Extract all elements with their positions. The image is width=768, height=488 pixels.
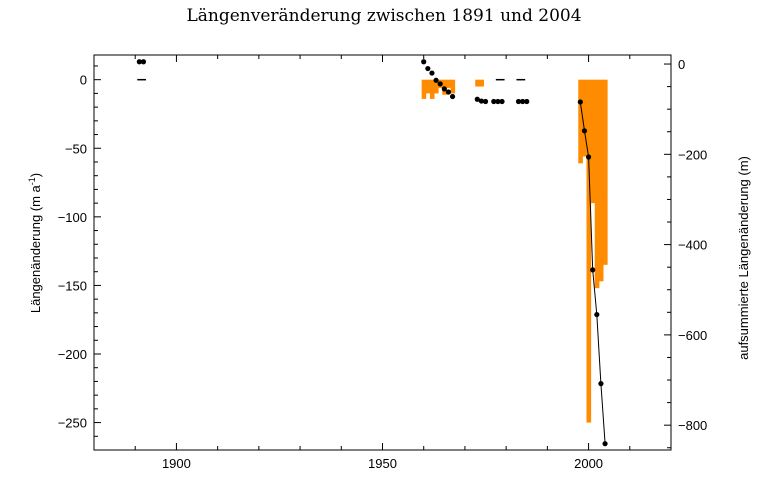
line-layer xyxy=(136,59,608,447)
chart-title: Längenveränderung zwischen 1891 und 2004 xyxy=(186,6,581,26)
cumulative-point-1979 xyxy=(499,98,505,105)
cumulative-point-1967 xyxy=(449,93,456,100)
cumulative-point-2002 xyxy=(594,311,600,318)
y-right-tick-label-0: 0 xyxy=(678,57,685,72)
y-right-tick-label--800: −800 xyxy=(678,418,707,433)
cumulative-point-1978 xyxy=(495,98,501,105)
cumulative-point-1975 xyxy=(482,98,489,105)
bar-1891 xyxy=(137,78,142,81)
y-right-tick-label--400: −400 xyxy=(678,238,707,253)
x-tick-label-1950: 1950 xyxy=(368,456,397,471)
bar-2000 xyxy=(586,79,592,423)
cumulative-point-1998 xyxy=(577,99,583,105)
x-tick-label-2000: 2000 xyxy=(574,456,603,471)
cumulative-point-2001 xyxy=(590,267,596,273)
cumulative-point-1891 xyxy=(136,59,142,65)
cumulative-point-1961 xyxy=(425,65,431,72)
y-right-tick-label--200: −200 xyxy=(678,147,707,162)
y-left-tick-label--50: −50 xyxy=(65,141,87,156)
bar-2003 xyxy=(598,79,604,282)
ticks-layer: 1900 1950 2000 0 −50 −100 −150 −200 −250 0 −200 −40… xyxy=(58,55,707,471)
y-axis-left-label-close: ) xyxy=(28,173,43,177)
x-tick-label-1900: 1900 xyxy=(162,456,191,471)
bar-1998 xyxy=(578,79,583,164)
bar-1962 xyxy=(429,79,435,99)
y-axis-left-label-sup: -1 xyxy=(27,177,37,185)
bar-1978 xyxy=(495,78,501,81)
cumulative-point-1984 xyxy=(520,98,526,105)
y-axis-left-label-main: Längenänderung (m a xyxy=(28,184,43,313)
bar-1963 xyxy=(434,79,439,94)
cumulative-point-1977 xyxy=(491,98,497,105)
bar-1892 xyxy=(141,78,147,81)
bar-2001 xyxy=(590,79,596,204)
cumulative-point-1999 xyxy=(581,128,588,134)
bars-layer xyxy=(137,78,608,423)
bar-2004 xyxy=(602,79,608,265)
y-axis-left-label: Längenänderung (m a-1) xyxy=(27,173,43,313)
bar-1973 xyxy=(475,79,480,87)
cumulative-point-1960 xyxy=(421,59,427,65)
cumulative-point-2000 xyxy=(585,154,592,160)
cumulative-point-2003 xyxy=(598,381,604,387)
bar-1984 xyxy=(520,78,526,81)
bar-1983 xyxy=(516,78,522,81)
y-left-tick-label-0: 0 xyxy=(80,73,87,88)
bar-1974 xyxy=(479,79,484,87)
bar-1979 xyxy=(499,78,505,81)
bar-1961 xyxy=(425,79,431,94)
cumulative-point-1966 xyxy=(445,89,452,95)
cumulative-point-1973 xyxy=(474,96,480,102)
cumulative-point-1963 xyxy=(433,77,439,83)
y-axis-right-label: aufsummierte Längenänderung (m) xyxy=(736,156,751,360)
cumulative-point-1892 xyxy=(140,59,147,65)
cumulative-point-1985 xyxy=(524,98,530,105)
cumulative-point-1974 xyxy=(478,98,485,104)
cumulative-point-2004 xyxy=(602,441,608,447)
bar-1966 xyxy=(446,79,452,88)
y-right-tick-label--600: −600 xyxy=(678,328,707,343)
cumulative-point-1965 xyxy=(441,86,447,92)
y-left-tick-label--250: −250 xyxy=(58,416,87,431)
y-left-tick-label--100: −100 xyxy=(58,210,87,225)
y-left-tick-label--200: −200 xyxy=(58,347,87,362)
cumulative-point-1962 xyxy=(429,70,435,76)
bar-1967 xyxy=(450,79,456,94)
y-left-tick-label--150: −150 xyxy=(58,278,87,293)
cumulative-point-1983 xyxy=(515,98,522,105)
bar-2002 xyxy=(594,79,600,289)
cumulative-point-1964 xyxy=(437,81,443,87)
bar-1960 xyxy=(421,79,427,99)
bar-1999 xyxy=(582,79,588,157)
